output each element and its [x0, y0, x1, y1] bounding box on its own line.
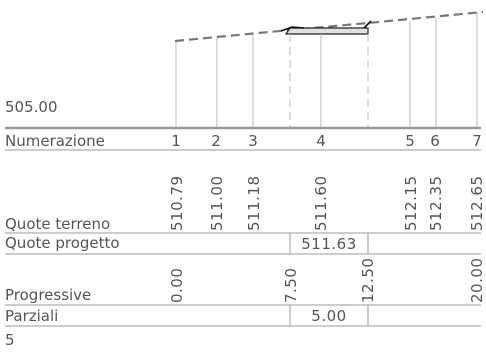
ground-elevation-6: 512.35 [427, 176, 445, 232]
progressive-4: 20.00 [468, 258, 486, 303]
design-slope-left [280, 26, 305, 32]
ground-elevation-7: 512.65 [468, 176, 486, 232]
ground-elevation-5: 512.15 [402, 176, 420, 232]
platform-edge-lines [289, 34, 369, 127]
section-numbers: 1 2 3 4 5 6 7 [171, 132, 482, 150]
design-slope-right [363, 20, 372, 29]
design-elevation-value: 511.63 [301, 235, 357, 253]
design-platform [284, 27, 369, 35]
section-number-4: 4 [316, 132, 326, 150]
ground-elevation-4: 511.60 [312, 176, 330, 232]
section-number-7: 7 [472, 132, 482, 150]
section-number-3: 3 [248, 132, 258, 150]
row-label-numerazione: Numerazione [5, 132, 105, 150]
ground-profile-line [174, 10, 484, 43]
progressive-1: 0.00 [168, 268, 186, 303]
footer-value: 5 [5, 331, 15, 349]
section-number-1: 1 [171, 132, 181, 150]
row-label-parziali: Parziali [5, 307, 58, 325]
ground-elevations: 510.79 511.00 511.18 511.60 512.15 512.3… [168, 176, 486, 232]
partial-distance-value: 5.00 [311, 307, 346, 325]
section-number-2: 2 [211, 132, 221, 150]
ground-elevation-2: 511.00 [208, 176, 226, 232]
progressive-2: 7.50 [282, 268, 300, 303]
datum-label: 505.00 [5, 98, 58, 116]
progressives: 0.00 7.50 12.50 20.00 [168, 258, 486, 303]
row-label-quote-terreno: Quote terreno [5, 215, 110, 233]
section-number-5: 5 [405, 132, 415, 150]
row-label-progressive: Progressive [5, 286, 91, 304]
section-number-6: 6 [430, 132, 440, 150]
row-label-quote-progetto: Quote progetto [5, 234, 120, 252]
ground-elevation-3: 511.18 [245, 176, 263, 232]
ground-elevation-1: 510.79 [168, 176, 186, 232]
section-lines [175, 12, 478, 127]
progressive-3: 12.50 [359, 258, 377, 303]
